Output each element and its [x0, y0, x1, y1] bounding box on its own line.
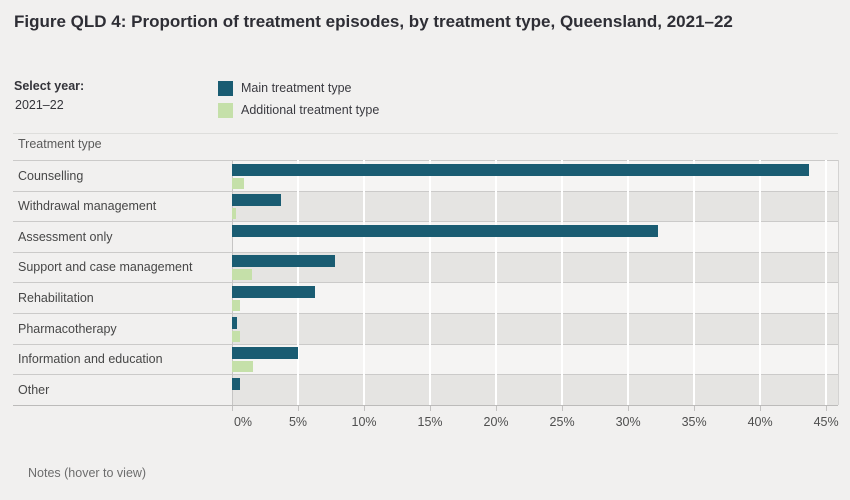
legend: Main treatment type Additional treatment…: [218, 77, 379, 121]
main-treatment-swatch-icon: [218, 80, 233, 96]
select-year-label: Select year:: [14, 79, 85, 93]
category-label-pharmacotherapy: Pharmacotherapy: [18, 321, 117, 336]
axis-baseline: [13, 404, 838, 406]
category-label-counselling: Counselling: [18, 168, 84, 183]
gridline: [759, 160, 762, 405]
row-separator: [13, 282, 838, 284]
axis-tick-label: 45%: [813, 414, 839, 429]
axis-tick-label: 25%: [549, 414, 575, 429]
axis-tick-label: 5%: [288, 414, 308, 429]
row-separator: [13, 190, 838, 192]
axis-tick-label: 40%: [747, 414, 773, 429]
bar-main-information-and-education[interactable]: [232, 347, 298, 360]
axis-tick-label: 20%: [483, 414, 509, 429]
row-separator: [13, 160, 838, 161]
axis-tick-label: 0%: [233, 414, 253, 429]
bar-main-rehabilitation[interactable]: [232, 285, 316, 298]
axis-tick: [298, 405, 299, 411]
legend-label-main: Main treatment type: [241, 81, 352, 95]
axis-tick-label: 15%: [417, 414, 443, 429]
bar-main-withdrawal-management[interactable]: [232, 194, 281, 207]
axis-tick: [430, 405, 432, 411]
bar-additional-rehabilitation[interactable]: [232, 299, 240, 311]
axis-tick-label: 30%: [615, 414, 641, 429]
row-band: [232, 313, 838, 344]
category-label-other: Other: [18, 382, 50, 397]
row-separator: [13, 251, 838, 253]
bar-additional-pharmacotherapy[interactable]: [232, 330, 240, 342]
category-label-rehabilitation: Rehabilitation: [18, 290, 94, 305]
axis-tick: [496, 405, 498, 411]
gridline: [297, 160, 299, 405]
row-separator: [13, 374, 838, 376]
gridline: [627, 160, 630, 405]
row-band: [232, 190, 838, 222]
axis-tick-label: 35%: [681, 414, 707, 429]
zero-axis-line: [232, 160, 233, 405]
bar-additional-withdrawal-management[interactable]: [232, 208, 236, 220]
gridline: [495, 160, 498, 405]
gridline: [825, 160, 828, 405]
axis-tick: [628, 405, 630, 411]
row-band: [232, 282, 838, 313]
legend-item-main[interactable]: Main treatment type: [218, 77, 379, 99]
row-band: [232, 374, 838, 405]
legend-label-additional: Additional treatment type: [241, 103, 380, 117]
bar-main-assessment-only[interactable]: [232, 224, 659, 237]
category-label-support-and-case-management: Support and case management: [18, 260, 193, 275]
axis-tick: [826, 405, 828, 411]
row-band: [232, 343, 838, 375]
bar-main-other[interactable]: [232, 377, 240, 390]
bar-main-pharmacotherapy[interactable]: [232, 316, 238, 329]
treatment-type-header: Treatment type: [18, 137, 102, 151]
select-year-value[interactable]: 2021–22: [15, 98, 64, 112]
row-separator: [13, 313, 838, 314]
gridline: [693, 160, 696, 405]
additional-treatment-swatch-icon: [218, 102, 233, 118]
category-label-withdrawal-management: Withdrawal management: [18, 199, 157, 214]
bar-additional-support-and-case-management[interactable]: [232, 269, 252, 281]
axis-tick: [760, 405, 762, 411]
axis-tick: [364, 405, 366, 411]
gridline: [363, 160, 366, 405]
bar-main-support-and-case-management[interactable]: [232, 255, 335, 268]
row-separator: [13, 221, 838, 223]
row-separator: [13, 343, 838, 345]
notes-hover-link[interactable]: Notes (hover to view): [28, 466, 147, 480]
plot-right-border: [838, 160, 839, 405]
gridline: [561, 160, 564, 405]
figure-title: Figure QLD 4: Proportion of treatment ep…: [14, 12, 733, 31]
legend-item-additional[interactable]: Additional treatment type: [218, 99, 379, 121]
category-label-assessment-only: Assessment only: [18, 229, 113, 244]
bar-additional-counselling[interactable]: [232, 177, 244, 189]
category-label-information-and-education: Information and education: [18, 352, 163, 367]
gridline: [429, 160, 432, 405]
axis-tick: [232, 405, 233, 411]
axis-tick: [562, 405, 564, 411]
bar-main-counselling[interactable]: [232, 163, 809, 176]
bar-additional-information-and-education[interactable]: [232, 361, 254, 373]
axis-tick-label: 10%: [351, 414, 377, 429]
axis-tick: [694, 405, 696, 411]
zone-divider: [13, 133, 838, 134]
